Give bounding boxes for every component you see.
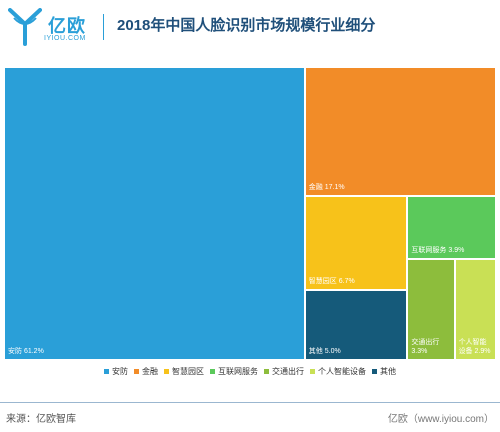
tile-label: 智慧园区 6.7% <box>308 277 355 285</box>
treemap-tile: 其他 5.0% <box>304 289 408 360</box>
tile-label: 安防 61.2% <box>8 348 44 355</box>
legend-label: 安防 <box>112 367 128 376</box>
legend-swatch <box>310 369 315 375</box>
legend-swatch <box>372 369 377 375</box>
legend-swatch <box>104 369 109 375</box>
legend-item: 智慧园区 <box>164 366 204 377</box>
legend-swatch <box>210 369 215 375</box>
treemap-tile: 金融 17.1% <box>304 67 496 196</box>
treemap-tile: 互联网服务 3.9% <box>407 195 496 260</box>
legend-label: 其他 <box>380 367 396 376</box>
treemap-tile: 智慧园区 6.7% <box>304 195 408 290</box>
legend-label: 互联网服务 <box>218 367 258 376</box>
treemap-tile: 交通出行 3.3% <box>407 259 455 360</box>
source-note: 来源：亿欧智库 <box>6 414 76 425</box>
tile-label: 其他 5.0% <box>308 347 341 355</box>
legend-swatch <box>164 369 169 375</box>
legend-label: 金融 <box>142 367 158 376</box>
footer-divider <box>0 402 500 403</box>
legend-swatch <box>264 369 269 375</box>
legend-swatch <box>134 369 139 375</box>
legend-label: 个人智能设备 <box>318 367 366 376</box>
brand-name: 亿欧 <box>48 16 86 36</box>
legend-item: 其他 <box>372 366 396 377</box>
legend-label: 智慧园区 <box>172 367 204 376</box>
brand-logo[interactable]: 亿欧 IYIOU.COM <box>8 8 88 48</box>
legend-item: 个人智能设备 <box>310 366 366 377</box>
brand-domain: IYIOU.COM <box>44 35 86 42</box>
logo-mark-icon <box>8 8 42 46</box>
tile-label: 个人智能 设备 2.9% <box>458 338 491 355</box>
header: 亿欧 IYIOU.COM 2018年中国人脸识别市场规模行业细分 <box>0 0 500 54</box>
tile-label: 互联网服务 3.9% <box>411 247 465 255</box>
chart-title: 2018年中国人脸识别市场规模行业细分 <box>117 17 376 34</box>
legend-item: 互联网服务 <box>210 366 258 377</box>
treemap-tile: 个人智能 设备 2.9% <box>454 259 496 360</box>
chart-legend: 安防 金融 智慧园区 互联网服务 交通出行 个人智能设备 其他 <box>0 366 500 377</box>
treemap-chart: 安防 61.2% 金融 17.1% 智慧园区 6.7% 互联网服务 3.9% 交通出行 3… <box>4 67 496 360</box>
site-credit: 亿欧（www.iyiou.com） <box>387 414 494 425</box>
header-divider <box>103 14 104 40</box>
legend-label: 交通出行 <box>272 367 304 376</box>
tile-label: 金融 17.1% <box>308 183 345 191</box>
legend-item: 安防 <box>104 366 128 377</box>
treemap-tile: 安防 61.2% <box>4 67 305 360</box>
legend-item: 金融 <box>134 366 158 377</box>
legend-item: 交通出行 <box>264 366 304 377</box>
tile-label: 交通出行 3.3% <box>411 338 440 355</box>
